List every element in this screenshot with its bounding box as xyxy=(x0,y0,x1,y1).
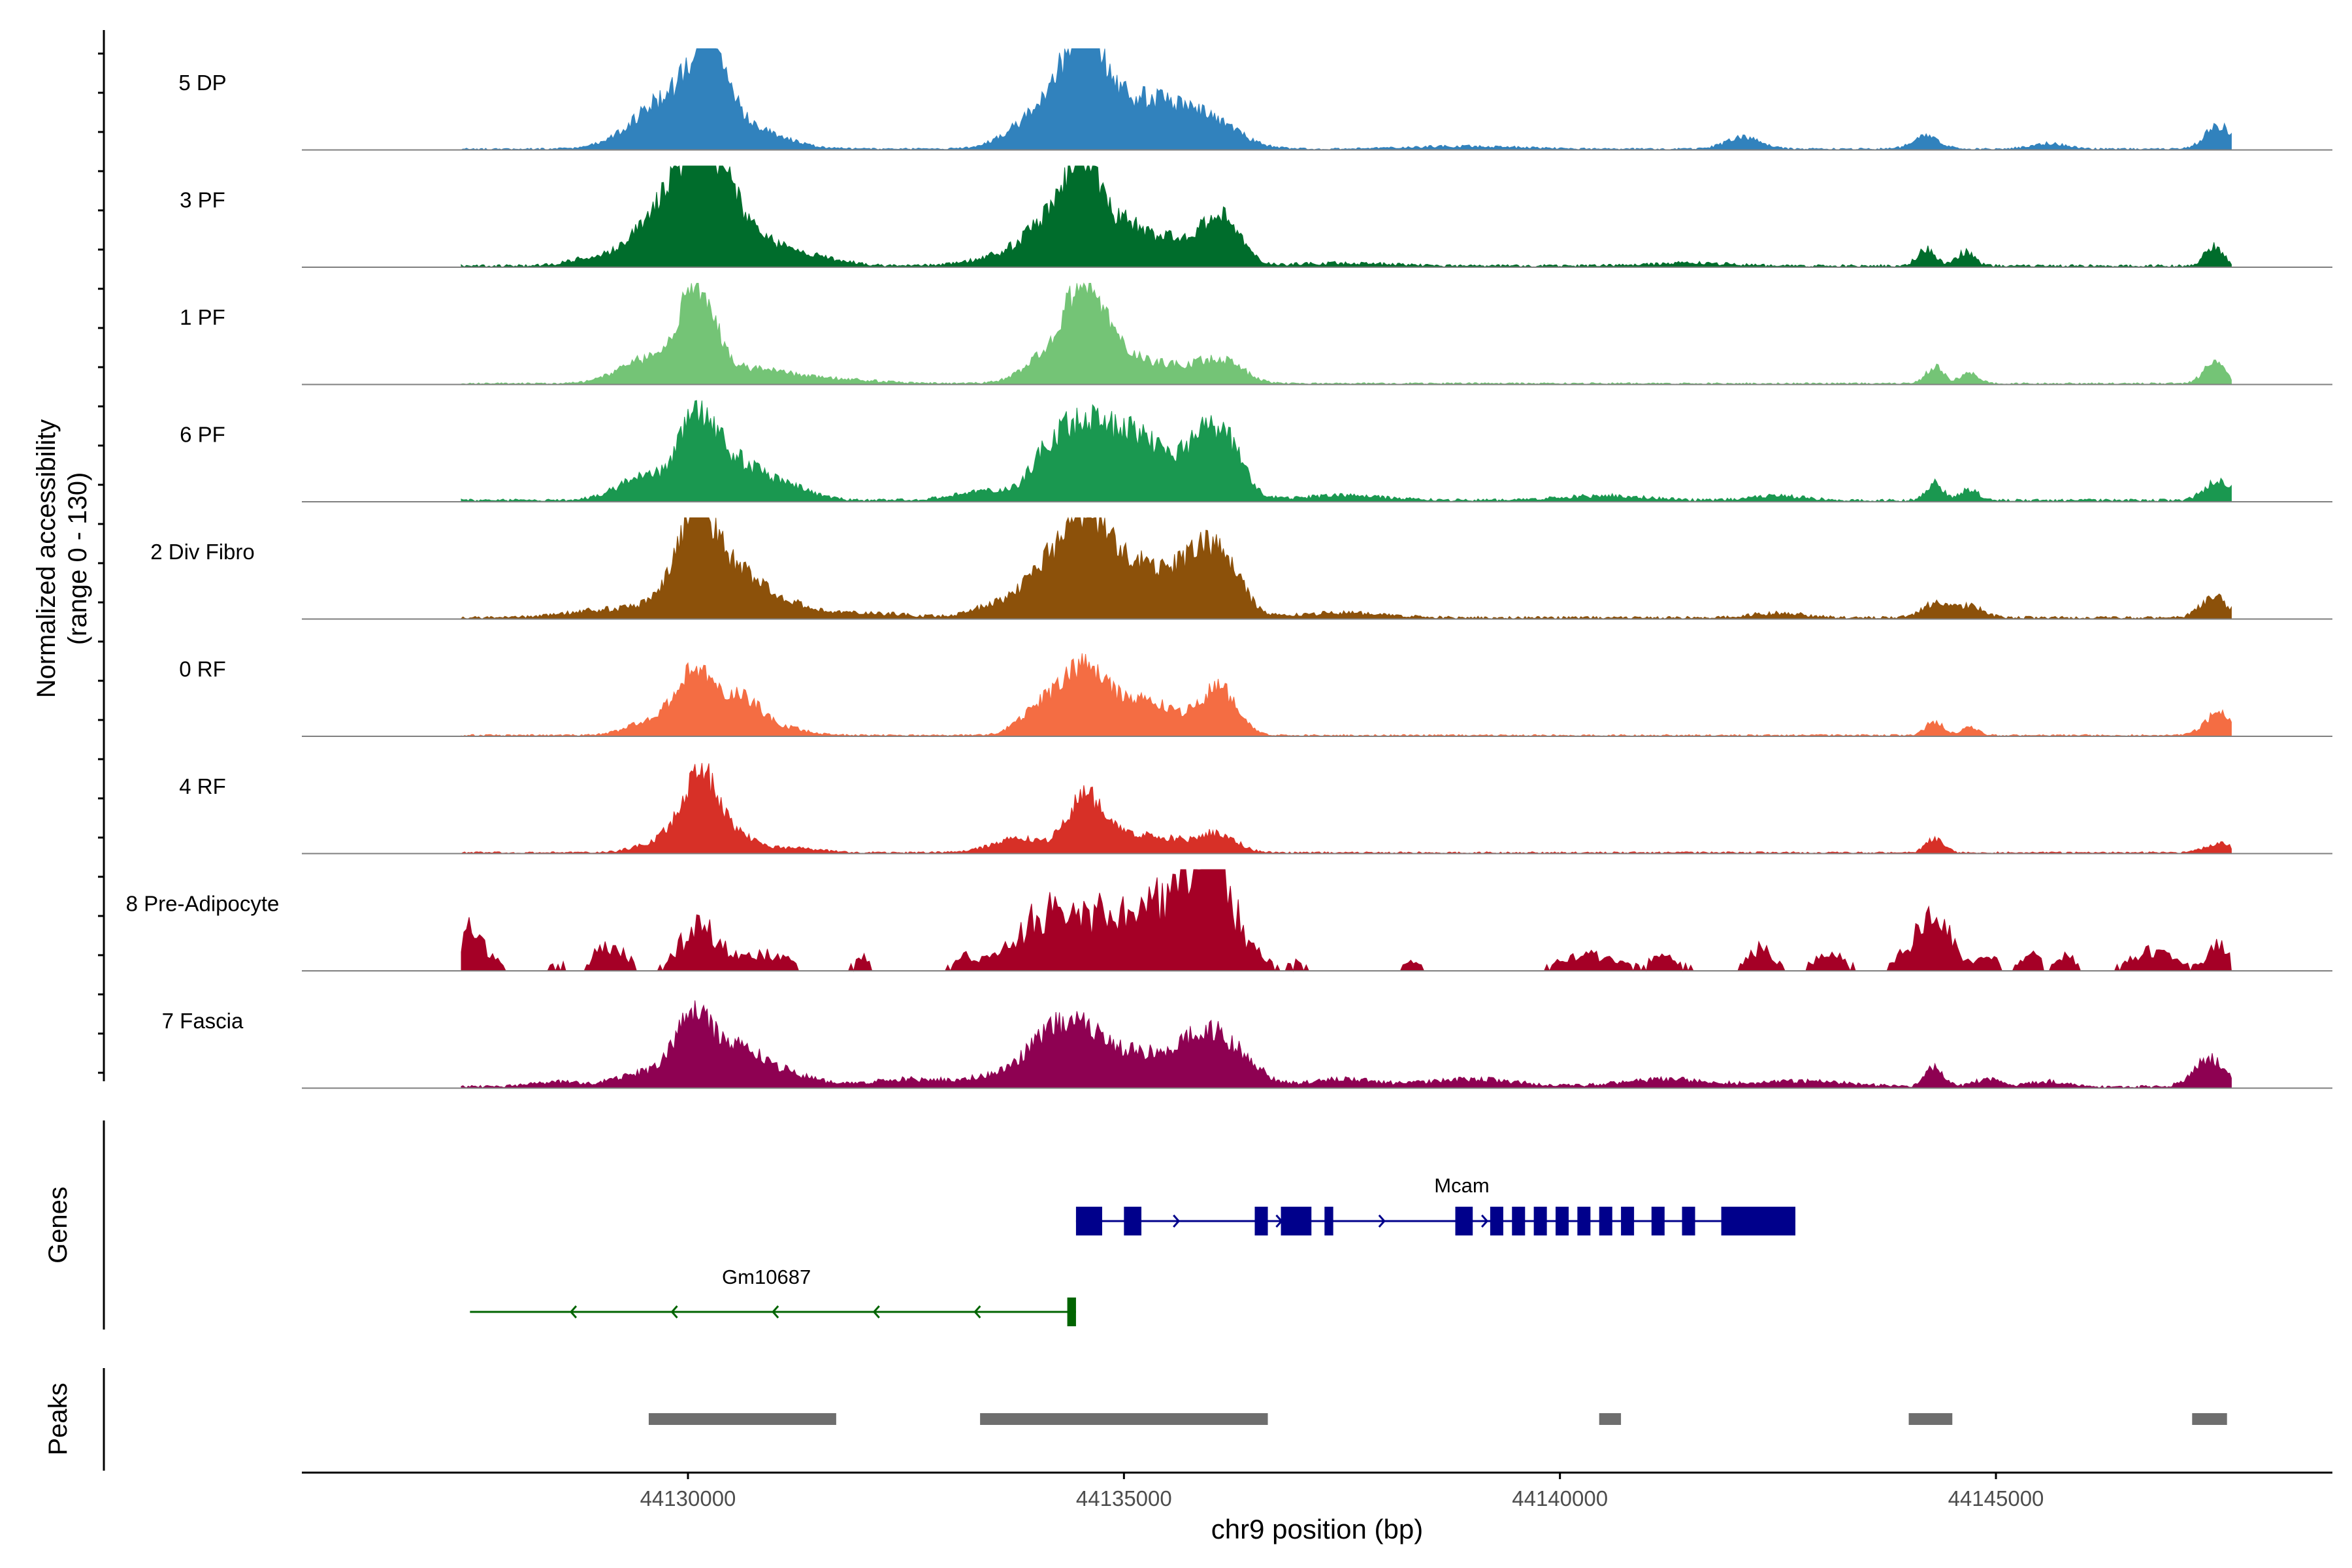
y-axis-range: (range 0 - 130) xyxy=(63,472,92,645)
track-0-rf: 0 RF xyxy=(179,653,2332,737)
track-2-div-fibro: 2 Div Fibro xyxy=(150,516,2332,620)
x-tick-label: 44145000 xyxy=(1948,1486,2044,1511)
coverage-area xyxy=(461,653,2232,737)
coverage-area xyxy=(461,165,2232,268)
gene-models: Mcam Gm10687 xyxy=(470,1174,1796,1326)
coverage-area xyxy=(461,282,2232,385)
exon xyxy=(1324,1207,1333,1235)
peak-region xyxy=(2192,1413,2227,1425)
gene-label: Mcam xyxy=(1434,1174,1489,1197)
gene-label: Gm10687 xyxy=(722,1266,811,1288)
exon xyxy=(1599,1207,1612,1235)
x-tick-label: 44130000 xyxy=(640,1486,736,1511)
strand-arrow xyxy=(772,1305,779,1318)
genes-track-label: Genes xyxy=(44,1186,73,1264)
track-4-rf: 4 RF xyxy=(179,762,2332,855)
track-label: 0 RF xyxy=(179,657,226,681)
track-label: 5 DP xyxy=(178,71,226,95)
strand-arrow xyxy=(1378,1215,1386,1228)
track-8-pre-adipocyte: 8 Pre-Adipocyte xyxy=(126,869,2332,972)
y-axis-ticks xyxy=(98,52,104,1074)
y-axis-title: Normalized accessibility xyxy=(32,419,61,698)
peak-region xyxy=(980,1413,1268,1425)
track-label: 7 Fascia xyxy=(162,1009,244,1033)
coverage-area xyxy=(461,762,2232,855)
strand-arrow xyxy=(1173,1215,1181,1228)
track-5-dp: 5 DP xyxy=(178,48,2332,151)
exon xyxy=(1721,1207,1796,1235)
exon xyxy=(1124,1207,1142,1235)
exon xyxy=(1455,1207,1473,1235)
coverage-area xyxy=(461,516,2232,620)
coverage-tracks: 5 DP 3 PF 1 PF 6 PF 2 Div Fibro 0 RF 4 RF 8 Pre… xyxy=(126,48,2332,1089)
exon xyxy=(1533,1207,1547,1235)
strand-arrow xyxy=(973,1305,981,1318)
exon xyxy=(1281,1207,1312,1235)
exon xyxy=(1254,1207,1268,1235)
track-label: 4 RF xyxy=(179,774,226,798)
track-label: 6 PF xyxy=(180,423,225,447)
x-axis-ticks: 44130000 44135000 44140000 44145000 xyxy=(640,1473,2044,1511)
coverage-area xyxy=(461,869,2232,972)
peak-region xyxy=(648,1413,836,1425)
strand-arrow xyxy=(670,1305,678,1318)
x-tick-label: 44135000 xyxy=(1076,1486,1172,1511)
strand-arrow xyxy=(1481,1215,1489,1228)
track-7-fascia: 7 Fascia xyxy=(162,1000,2332,1089)
coverage-area xyxy=(461,48,2232,151)
track-label: 8 Pre-Adipocyte xyxy=(126,892,280,916)
exon xyxy=(1512,1207,1526,1235)
strand-arrow xyxy=(872,1305,880,1318)
peak-region xyxy=(1599,1413,1622,1425)
peak-region xyxy=(1908,1413,1953,1425)
track-3-pf: 3 PF xyxy=(180,165,2332,268)
coverage-area xyxy=(461,1000,2232,1089)
gene-gm10687: Gm10687 xyxy=(470,1266,1076,1326)
exon xyxy=(1682,1207,1695,1235)
exon xyxy=(1075,1207,1102,1235)
coverage-area xyxy=(461,400,2232,502)
track-label: 1 PF xyxy=(180,305,225,329)
exon xyxy=(1067,1298,1076,1326)
exon xyxy=(1577,1207,1591,1235)
exon xyxy=(1490,1207,1503,1235)
exon xyxy=(1555,1207,1569,1235)
x-tick-label: 44140000 xyxy=(1512,1486,1608,1511)
gene-mcam: Mcam xyxy=(1075,1174,1796,1235)
exon xyxy=(1621,1207,1635,1235)
track-label: 3 PF xyxy=(180,188,225,212)
track-label: 2 Div Fibro xyxy=(150,540,255,564)
strand-arrow xyxy=(569,1305,578,1318)
peaks-track-label: Peaks xyxy=(44,1382,73,1455)
exon xyxy=(1651,1207,1665,1235)
track-1-pf: 1 PF xyxy=(180,282,2332,385)
track-6-pf: 6 PF xyxy=(180,400,2332,502)
x-axis-title: chr9 position (bp) xyxy=(1211,1514,1424,1544)
peak-regions xyxy=(648,1413,2227,1425)
